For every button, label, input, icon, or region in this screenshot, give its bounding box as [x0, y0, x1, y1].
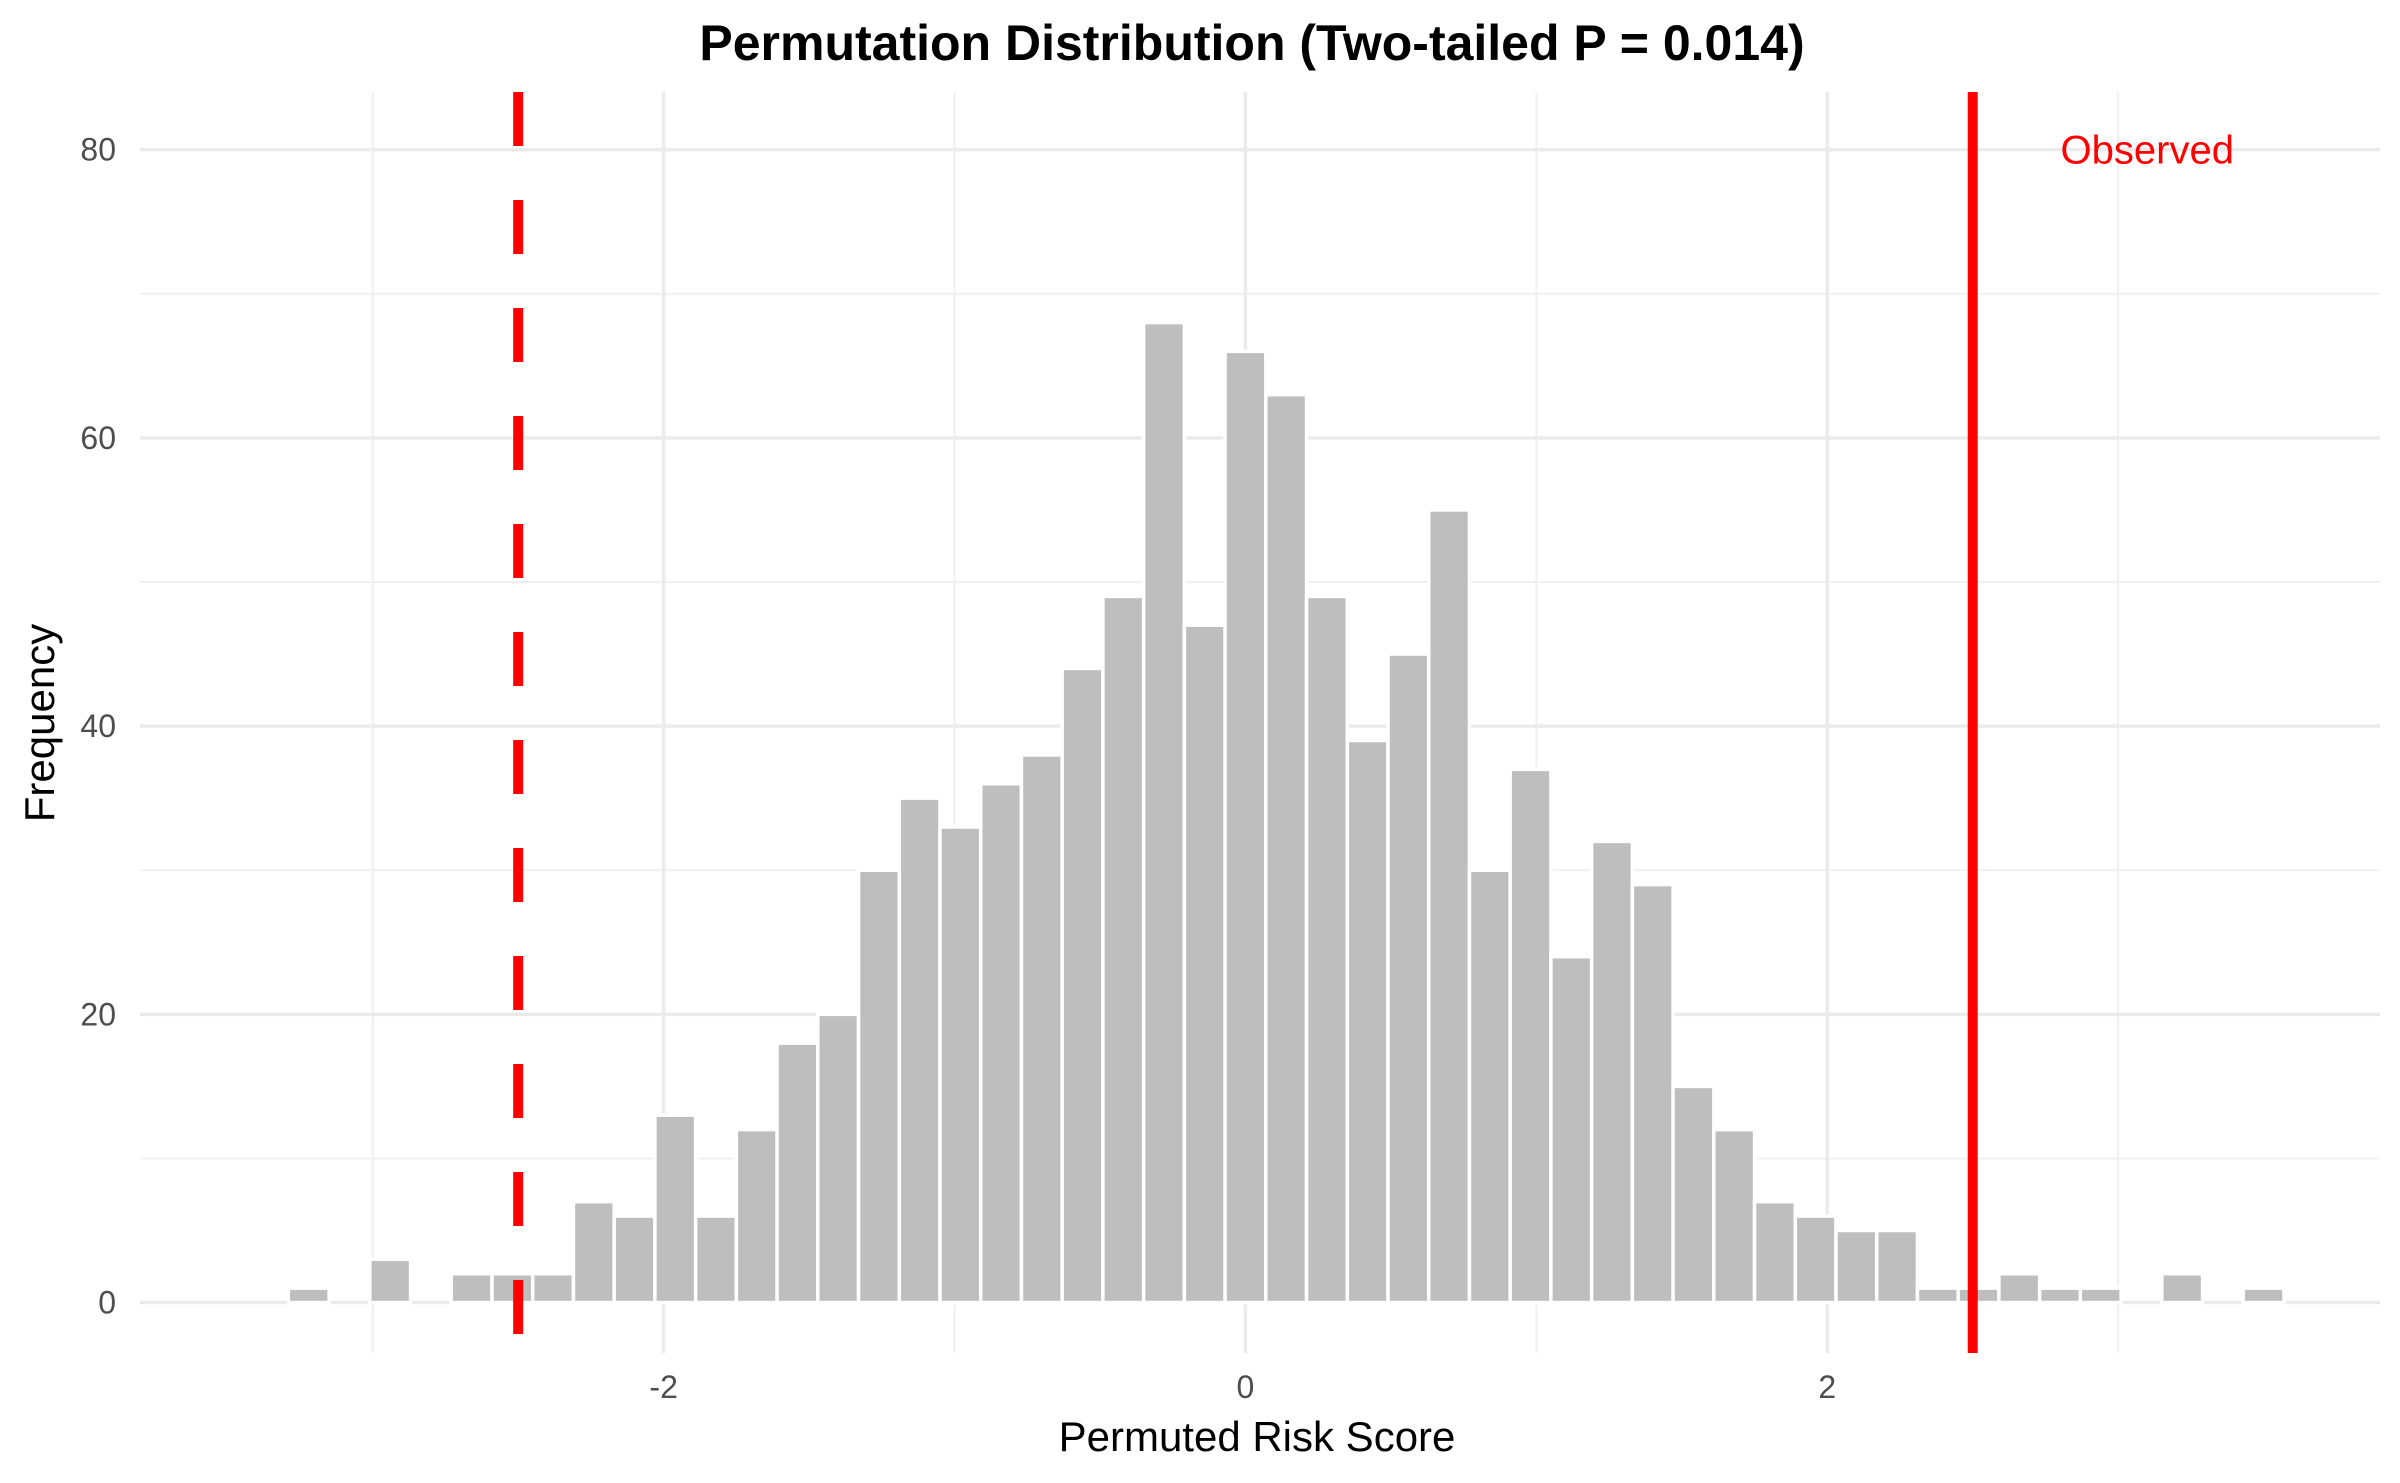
- histogram-bar: [1426, 508, 1472, 1305]
- histogram-bar: [2037, 1286, 2083, 1305]
- histogram-bar: [1345, 738, 1390, 1305]
- histogram-bar: [897, 796, 942, 1305]
- histogram-bar: [2078, 1286, 2123, 1305]
- x-tick-labels: -2 0 2: [649, 1369, 1836, 1405]
- histogram-bar: [1223, 349, 1268, 1305]
- histogram-bar: [1630, 882, 1675, 1305]
- y-axis-title: Frequency: [16, 624, 63, 822]
- x-tick-label: -2: [649, 1369, 677, 1405]
- histogram-bar: [1019, 753, 1064, 1305]
- annotations: Observed: [2061, 129, 2234, 173]
- histogram-bar: [612, 1214, 657, 1305]
- histogram-bar: [1467, 868, 1512, 1305]
- histogram-bar: [693, 1214, 739, 1305]
- y-tick-labels: 0 20 40 60 80: [80, 132, 116, 1321]
- reference-lines: [513, 92, 1978, 1353]
- histogram-bar: [1793, 1214, 1838, 1305]
- y-tick-label: 60: [80, 420, 116, 456]
- histogram-bar: [653, 1113, 698, 1305]
- y-tick-label: 0: [98, 1285, 116, 1321]
- histogram-bar: [571, 1199, 616, 1305]
- histogram-bar: [2160, 1271, 2205, 1305]
- histogram-bar: [1264, 392, 1309, 1305]
- histogram-bar: [734, 1127, 779, 1305]
- histogram-bar: [775, 1041, 820, 1305]
- histogram-bar: [1712, 1127, 1757, 1305]
- histogram-bar: [1508, 767, 1553, 1305]
- histogram-bar: [1386, 652, 1431, 1305]
- x-axis-title: Permuted Risk Score: [1059, 1413, 1456, 1460]
- histogram-bar: [490, 1271, 535, 1305]
- histogram-bar: [286, 1286, 331, 1305]
- x-tick-label: 0: [1237, 1369, 1255, 1405]
- histogram-bar: [368, 1257, 413, 1305]
- y-tick-label: 20: [80, 996, 116, 1032]
- histogram-bar: [1834, 1228, 1879, 1305]
- histogram-bar: [2241, 1286, 2286, 1305]
- histogram-bar: [978, 781, 1024, 1305]
- histogram-bar: [1915, 1286, 1960, 1305]
- histogram-bar: [938, 825, 983, 1305]
- histogram-bars: [286, 320, 2286, 1305]
- histogram-bar: [1997, 1271, 2042, 1305]
- histogram-bar: [1956, 1286, 2001, 1305]
- histogram-bar: [1671, 1084, 1716, 1305]
- histogram-bar: [856, 868, 902, 1305]
- histogram-bar: [1874, 1228, 1920, 1305]
- histogram-bar: [1182, 623, 1227, 1305]
- histogram-bar: [1101, 594, 1146, 1305]
- x-tick-label: 2: [1818, 1369, 1836, 1405]
- histogram-bar: [1141, 320, 1187, 1305]
- histogram-bar: [530, 1271, 576, 1305]
- y-tick-label: 40: [80, 708, 116, 744]
- y-tick-label: 80: [80, 132, 116, 168]
- observed-annotation: Observed: [2061, 129, 2234, 173]
- histogram-bar: [1752, 1199, 1798, 1305]
- histogram-bar: [1589, 839, 1635, 1305]
- chart-title: Permutation Distribution (Two-tailed P =…: [699, 15, 1804, 71]
- histogram-bar: [816, 1012, 861, 1305]
- histogram-bar: [1304, 594, 1350, 1305]
- histogram-bar: [449, 1271, 494, 1305]
- histogram-bar: [1060, 666, 1105, 1305]
- histogram-bar: [1549, 954, 1594, 1305]
